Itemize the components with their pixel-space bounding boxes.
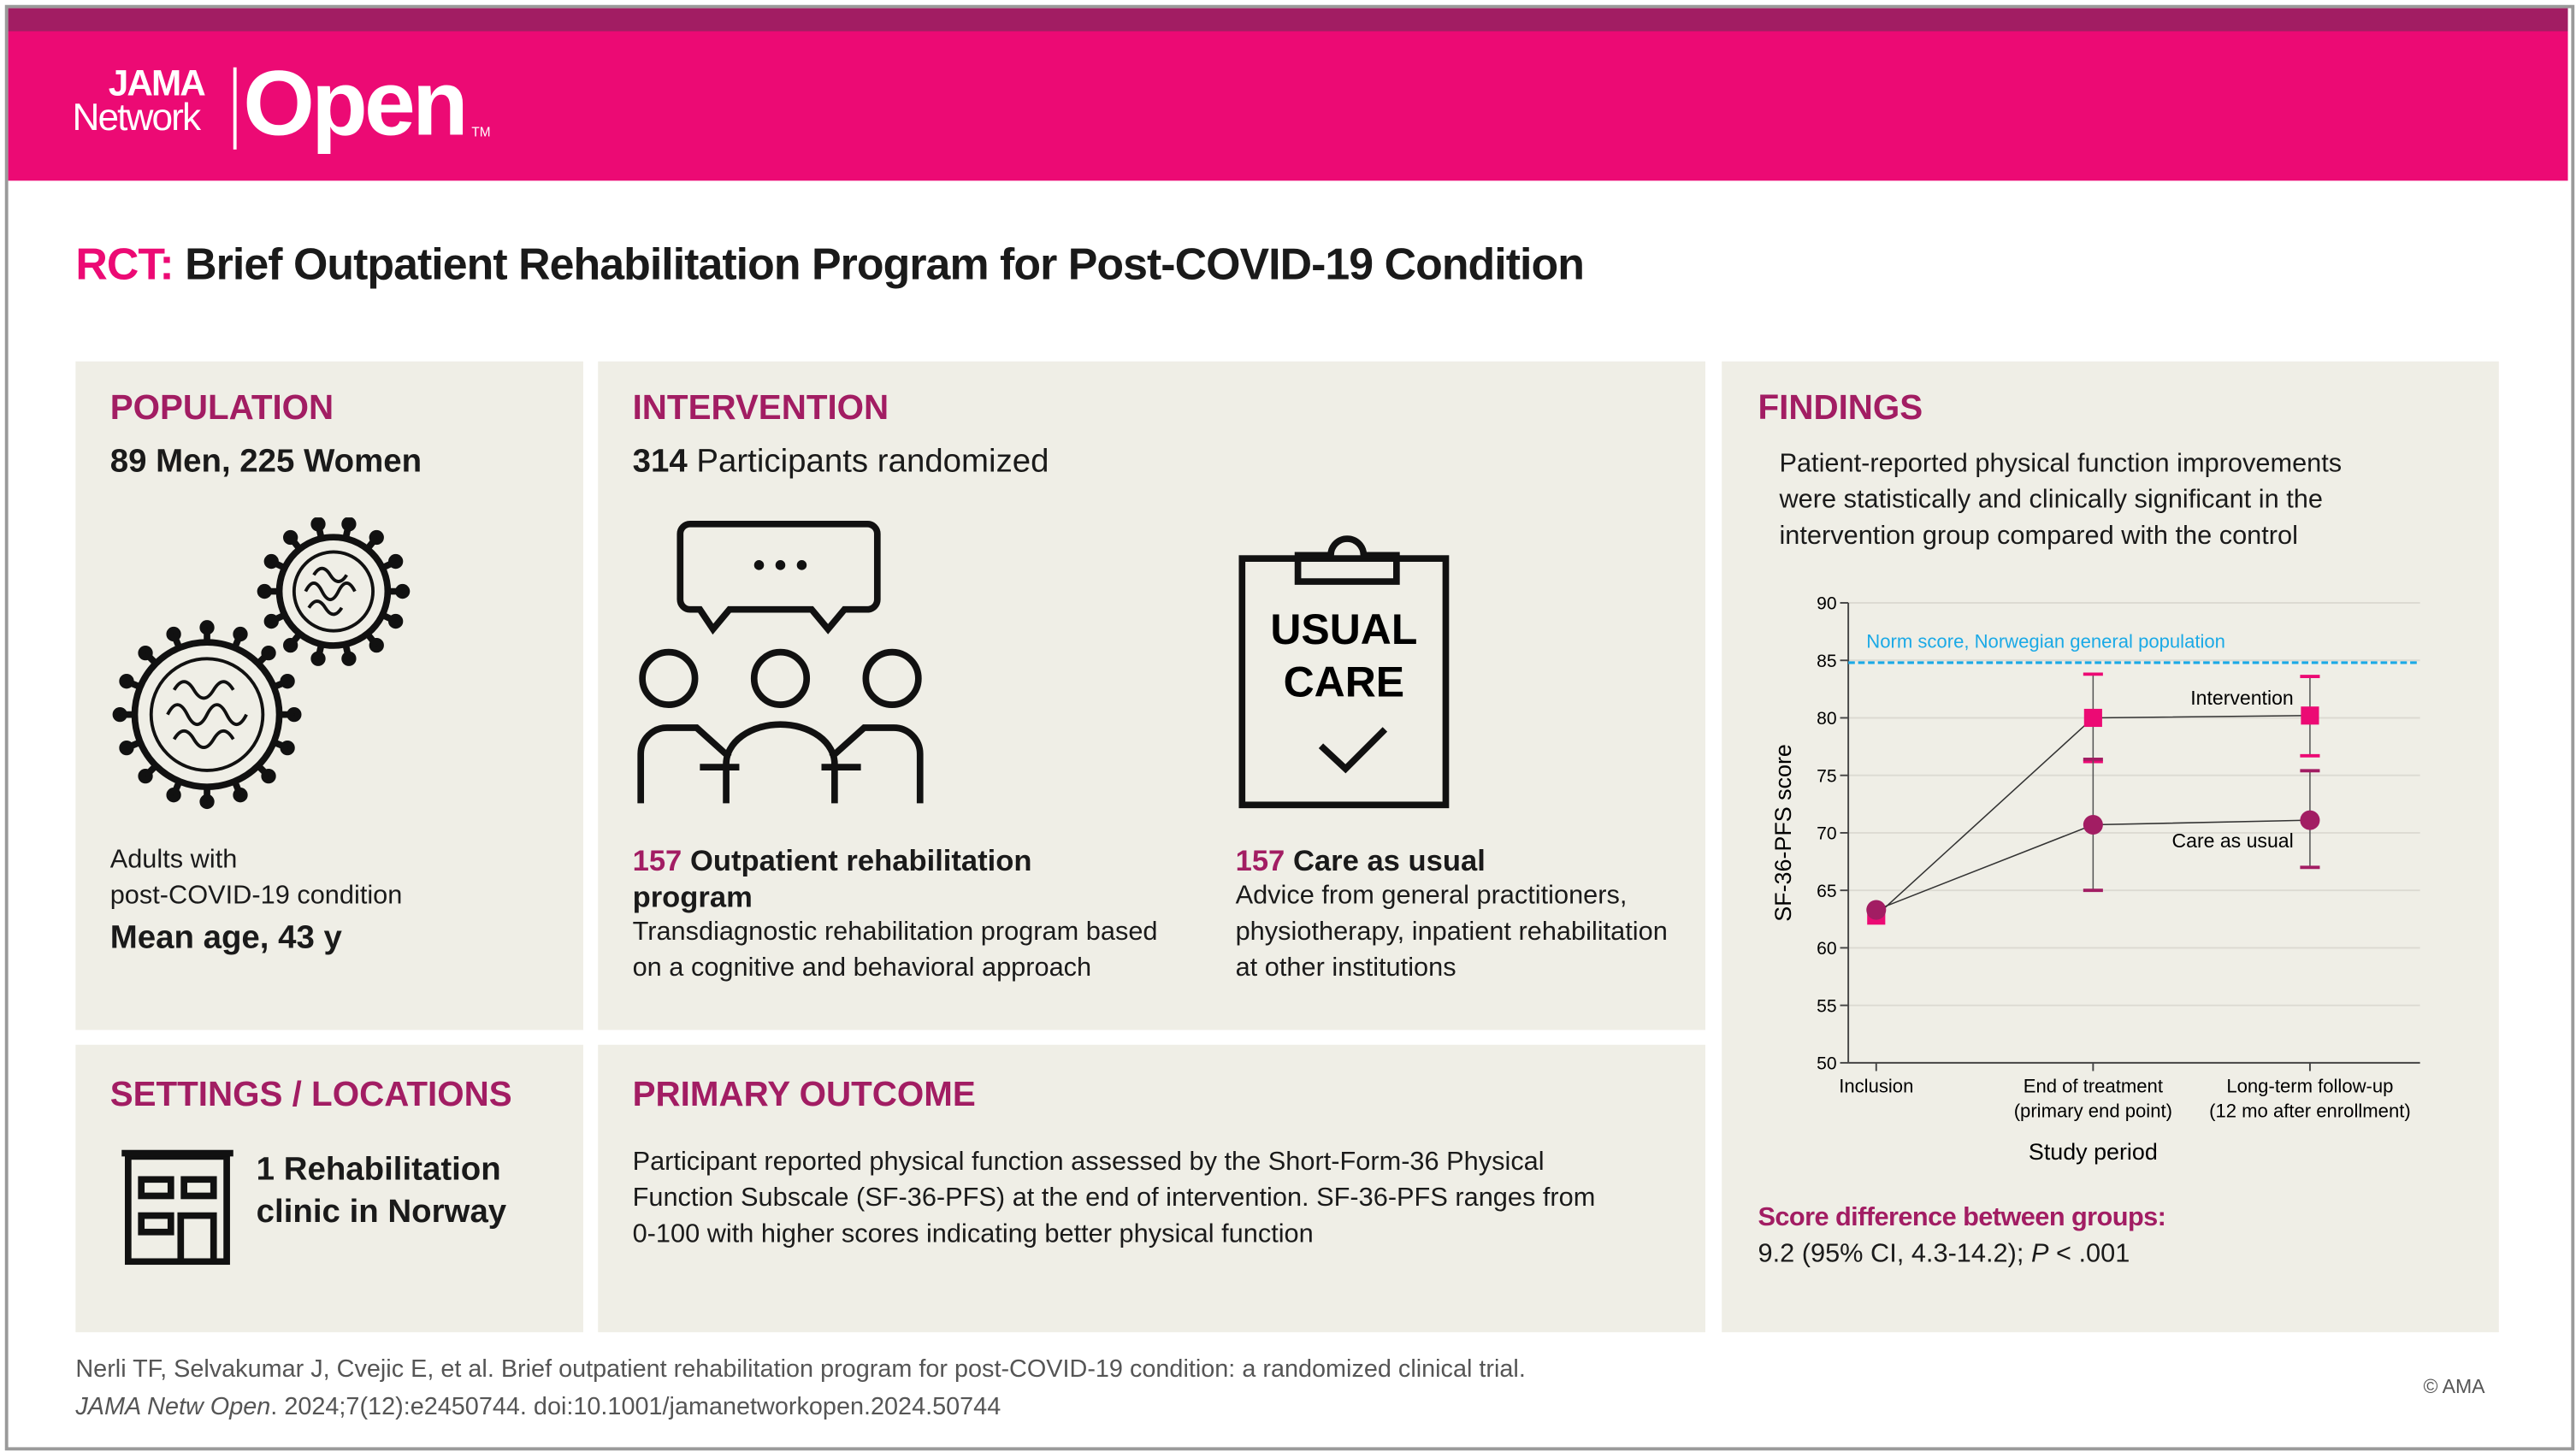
primary-outcome-panel: PRIMARY OUTCOME Participant reported phy… xyxy=(598,1044,1705,1332)
outcome-heading: PRIMARY OUTCOME xyxy=(632,1076,976,1114)
logo-divider xyxy=(233,67,237,150)
intervention-panel: INTERVENTION 314 Participants randomized… xyxy=(598,361,1705,1030)
y-tick-label: 55 xyxy=(1817,996,1836,1016)
y-tick-label: 60 xyxy=(1817,939,1836,959)
group-discussion-icon xyxy=(637,520,924,804)
arm1-desc: Transdiagnostic rehabilitation program b… xyxy=(632,918,1158,983)
settings-heading: SETTINGS / LOCATIONS xyxy=(109,1076,512,1114)
y-tick-label: 85 xyxy=(1817,652,1836,671)
population-desc-1: Adults with xyxy=(109,846,238,874)
clipboard-text-usual: USUAL xyxy=(1270,605,1417,653)
y-tick-label: 75 xyxy=(1817,766,1836,786)
y-tick-label: 50 xyxy=(1817,1054,1836,1074)
logo-open: Open xyxy=(243,50,468,155)
settings-line-2: clinic in Norway xyxy=(256,1194,507,1231)
population-desc-2: post-COVID-19 condition xyxy=(109,882,403,911)
x-tick-label: Long-term follow-up xyxy=(2226,1075,2393,1096)
randomized-count: 314 xyxy=(632,443,688,480)
title-text: Brief Outpatient Rehabilitation Program … xyxy=(185,239,1585,290)
p-value: < .001 xyxy=(2048,1240,2130,1269)
citation-ref: . 2024;7(12):e2450744. doi:10.1001/jaman… xyxy=(270,1393,1001,1421)
findings-heading: FINDINGS xyxy=(1758,389,1923,428)
x-tick-label: (12 mo after enrollment) xyxy=(2209,1100,2411,1121)
y-tick-label: 65 xyxy=(1817,882,1836,901)
virus-icon xyxy=(112,517,411,810)
y-tick-label: 80 xyxy=(1817,709,1836,729)
data-point-circle xyxy=(2083,815,2103,835)
clipboard-icon: USUAL CARE xyxy=(1238,535,1450,809)
population-age: Mean age, 43 y xyxy=(109,919,342,957)
settings-panel: SETTINGS / LOCATIONS 1 Rehabilitation cl… xyxy=(75,1044,583,1332)
data-point-square xyxy=(2301,706,2319,725)
series-label-intervention: Intervention xyxy=(2190,687,2293,709)
arm1-count: 157 xyxy=(632,844,682,877)
x-tick-label: Inclusion xyxy=(1839,1075,1913,1096)
citation: Nerli TF, Selvakumar J, Cvejic E, et al.… xyxy=(75,1355,1526,1384)
series-label-care-as-usual: Care as usual xyxy=(2172,829,2294,852)
score-diff-label: Score difference between groups: xyxy=(1758,1204,2166,1232)
y-axis-title: SF-36-PFS score xyxy=(1770,744,1796,922)
data-point-square xyxy=(2083,708,2102,728)
x-axis-title: Study period xyxy=(2029,1139,2158,1165)
clipboard-text-care: CARE xyxy=(1284,658,1405,706)
findings-text: Patient-reported physical function impro… xyxy=(1779,450,2343,551)
arm1-label: Outpatient rehabilitation program xyxy=(632,844,1032,914)
findings-panel: FINDINGS Patient-reported physical funct… xyxy=(1722,361,2499,1332)
y-tick-label: 90 xyxy=(1817,594,1836,614)
population-counts: 89 Men, 225 Women xyxy=(109,443,422,480)
intervention-heading: INTERVENTION xyxy=(632,389,889,428)
data-point-circle xyxy=(2300,810,2320,830)
population-heading: POPULATION xyxy=(109,389,334,428)
arm2-count: 157 xyxy=(1235,844,1285,877)
header-band xyxy=(8,31,2568,181)
norm-reference-label: Norm score, Norwegian general population xyxy=(1866,631,2225,652)
outcome-text: Participant reported physical function a… xyxy=(632,1148,1596,1248)
copyright: © AMA xyxy=(2423,1374,2485,1398)
logo-jama: JAMA xyxy=(108,62,206,104)
randomized-label: Participants randomized xyxy=(696,443,1049,480)
page-title: RCT: Brief Outpatient Rehabilitation Pro… xyxy=(75,239,1585,291)
x-tick-label: (primary end point) xyxy=(2014,1100,2172,1121)
journal-name: JAMA Netw Open xyxy=(75,1393,271,1421)
score-diff-value: 9.2 (95% CI, 4.3-14.2); xyxy=(1758,1240,2031,1269)
building-icon xyxy=(121,1149,233,1266)
x-tick-label: End of treatment xyxy=(2024,1075,2163,1096)
y-tick-label: 70 xyxy=(1817,824,1836,844)
header-strip xyxy=(8,8,2568,32)
logo-network: Network xyxy=(72,95,202,139)
data-point-circle xyxy=(1866,900,1887,920)
logo-tm: TM xyxy=(471,124,491,140)
arm2-desc: Advice from general practitioners, physi… xyxy=(1235,882,1668,983)
arm2-label: Care as usual xyxy=(1292,844,1486,877)
findings-chart: 50 55 60 65 70 75 80 85 90 Inclusion End of treatm… xyxy=(1770,594,2420,1165)
population-panel: POPULATION 89 Men, 225 Women Adults with… xyxy=(75,361,583,1030)
p-label: P xyxy=(2030,1240,2049,1269)
settings-line-1: 1 Rehabilitation xyxy=(256,1151,501,1188)
title-prefix: RCT: xyxy=(75,239,174,290)
